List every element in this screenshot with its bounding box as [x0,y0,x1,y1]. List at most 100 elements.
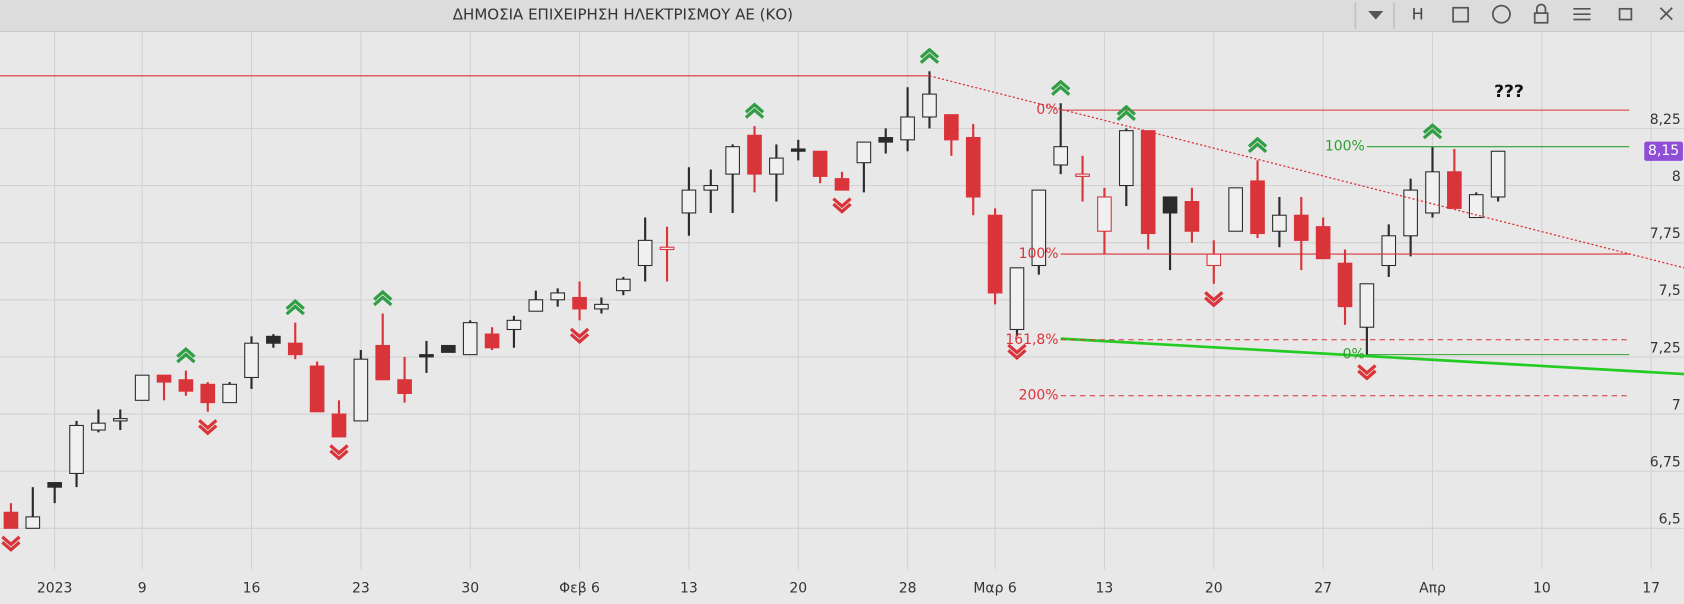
lock-button[interactable] [1533,12,1549,24]
candle-body [747,134,762,175]
candle-body [681,189,697,214]
candle-body [725,146,740,175]
x-tick-label: 23 [352,581,370,597]
candle-body [1206,253,1222,267]
y-tick-label: 7,25 [1650,340,1681,356]
candle-body [287,342,303,356]
candle-body [965,137,981,198]
candle-body [615,278,631,292]
lock-shackle [1536,3,1547,14]
candle-body [1425,171,1440,214]
fractal-up-marker [744,107,765,119]
candle-body [309,365,325,413]
candle-body [156,374,172,383]
candle-body [1097,196,1112,232]
menu-button[interactable] [1573,7,1591,21]
x-tick-label: Φεβ 6 [559,581,600,597]
candle-body [134,374,150,401]
candle-body [1009,267,1025,331]
fractal-down-marker [832,202,852,214]
fractal-up-marker [1422,123,1443,134]
candle-body [1337,262,1353,308]
candle-body [1315,226,1331,260]
fractal-up-marker [1051,85,1071,96]
candle-body [1272,214,1287,232]
candle-body [1140,130,1156,235]
candle-body [1468,194,1484,219]
candle-body [1118,130,1134,187]
candle-body [419,354,434,358]
candle-body [1228,187,1243,232]
y-tick-label: 8 [1672,169,1681,185]
candle-body [1490,150,1506,198]
fractal-down-marker [1204,291,1224,303]
fractal-down-marker [1204,296,1224,308]
fractal-up-marker [373,295,393,307]
candle-body [69,424,84,474]
y-tick-label: 7,5 [1659,283,1681,299]
candle-body [462,322,478,356]
candle-body [266,335,281,344]
x-tick-label: Απρ [1419,581,1446,597]
window-title: ΔΗΜΟΣΙΑ ΕΠΙΧΕΙΡΗΣΗ ΗΛΕΚΤΡΙΣΜΟΥ ΑΕ (ΚΟ) [453,6,793,24]
fractal-down-marker [1007,349,1027,360]
candle-body [703,184,719,191]
fractal-up-marker [1116,104,1136,116]
fractal-up-marker [1247,136,1268,148]
fractal-up-marker [285,299,305,310]
y-tick-label: 7,75 [1650,226,1681,242]
candle-body [769,157,784,175]
candle-body [1053,146,1069,166]
close-button[interactable] [1659,7,1673,21]
fractal-down-marker [329,449,349,461]
candle-body [484,333,500,349]
candle-body [375,344,391,381]
candle-body [572,296,587,310]
last-price-label: 8,15 [1648,143,1679,159]
restore-button[interactable] [1618,7,1633,21]
toolbar: H [1354,2,1673,30]
fractal-up-marker [1247,142,1268,154]
candle-body [1403,189,1418,237]
candle-body [1031,189,1047,267]
candle-body [1162,196,1178,214]
panel-button[interactable] [1452,6,1469,23]
candle-body [25,516,41,529]
fractal-up-marker [373,289,393,301]
fib-level-label: 161,8% [1005,332,1058,348]
fractal-down-marker [1357,369,1377,381]
annotation: ??? [1494,82,1524,102]
candle-body [790,148,806,152]
comment-button[interactable] [1491,4,1511,24]
x-tick-label: 17 [1642,581,1660,597]
candle-body [397,379,412,395]
fractal-up-marker [919,53,940,64]
fractal-up-marker [285,304,305,316]
candle-body [900,116,915,141]
trend-line [1060,337,1684,376]
fractal-up-marker [176,352,196,364]
fractal-up-marker [919,47,940,59]
candle-body [91,422,106,431]
candle-body [222,383,237,404]
fractal-up-marker [1422,128,1443,140]
dropdown-button[interactable] [1368,10,1384,20]
fractal-up-marker [1051,79,1071,91]
x-tick-label: 20 [789,581,807,597]
candle-body [331,413,347,438]
candle-body [1184,200,1200,232]
fib-level-label: 200% [1019,388,1059,404]
candle-body [3,511,19,529]
fib-level-label: 0% [1036,102,1058,118]
candle-body [944,114,959,141]
candle-body [178,379,194,392]
candle-body [550,292,566,301]
candle-body [441,344,456,353]
x-tick-label: 20 [1205,581,1223,597]
toolbar-h-button[interactable]: H [1412,5,1424,24]
fractal-down-marker [569,327,590,339]
candle-body [878,137,894,143]
candle-body [47,482,62,488]
